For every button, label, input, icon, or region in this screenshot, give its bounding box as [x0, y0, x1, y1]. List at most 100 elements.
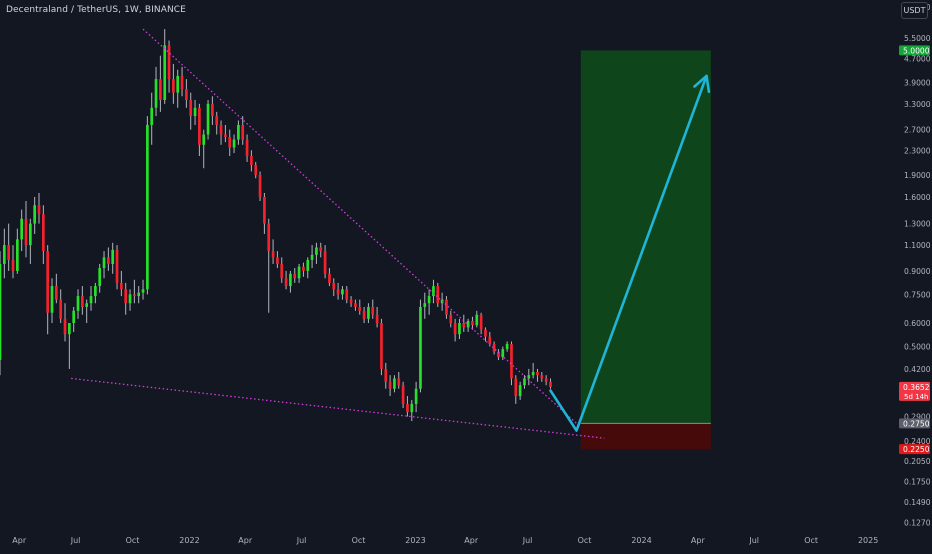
candle-up: [154, 79, 158, 108]
candle-down: [224, 134, 227, 137]
candle-down: [258, 174, 262, 197]
candle-up: [163, 45, 167, 101]
candle-up: [310, 254, 314, 260]
price-tick-label: 0.1490: [904, 498, 931, 507]
time-tick-label: 2023: [405, 536, 425, 545]
price-tick-label: 1.3000: [904, 220, 931, 229]
price-tick-label: 0.2900: [904, 413, 931, 422]
candle-down: [115, 249, 119, 283]
candle-down: [332, 282, 336, 290]
candle-up: [98, 268, 102, 287]
price-tick-label: 0.7500: [904, 290, 931, 299]
candle-down: [445, 299, 448, 315]
candle-down: [349, 299, 353, 304]
candle-down: [406, 403, 409, 413]
candle-down: [510, 343, 513, 379]
candle-up: [475, 314, 479, 326]
target-badge: [899, 45, 930, 56]
price-tick-label: 0.2400: [904, 437, 931, 446]
price-tick-label: 0.2050: [904, 457, 931, 466]
candle-down: [319, 247, 323, 252]
candle-up: [94, 286, 97, 297]
candle-down: [345, 289, 349, 300]
candle-down: [453, 323, 457, 335]
time-tick-label: Apr: [12, 536, 27, 545]
candle-up: [367, 306, 370, 319]
candle-up: [20, 218, 24, 240]
candle-down: [250, 155, 253, 166]
candle-down: [536, 372, 539, 376]
candle-up: [137, 292, 141, 297]
candle-up: [206, 103, 210, 135]
candle-up: [0, 263, 2, 361]
time-tick-label: Jul: [70, 536, 81, 545]
candle-up: [76, 296, 80, 311]
price-tick-label: 1.6000: [904, 193, 931, 202]
candle-down: [328, 273, 331, 283]
candle-up: [150, 107, 154, 125]
stop-badge: [899, 444, 930, 455]
candle-down: [479, 314, 483, 330]
candle-up: [202, 134, 206, 145]
candle-up: [527, 375, 531, 379]
entry-badge-label: 0.2750: [903, 419, 930, 428]
currency-button[interactable]: USDT: [901, 2, 928, 19]
candle-down: [354, 303, 357, 307]
candle-down: [276, 257, 279, 264]
candle-down: [384, 368, 388, 382]
time-tick-label: Jul: [296, 536, 307, 545]
time-tick-label: Oct: [804, 536, 818, 545]
upper-trendline: [142, 28, 577, 424]
candle-down: [185, 89, 188, 101]
time-tick-label: 2022: [179, 536, 199, 545]
price-tick-label: 2.3000: [904, 146, 931, 155]
time-tick-label: Oct: [578, 536, 592, 545]
time-tick-label: 2024: [631, 536, 651, 545]
candle-up: [518, 385, 522, 397]
candle-down: [293, 273, 297, 279]
price-tick-label: 0.5000: [904, 342, 931, 351]
candle-up: [427, 296, 431, 304]
candle-down: [514, 378, 518, 397]
candle-up: [68, 323, 71, 335]
candle-down: [401, 385, 405, 404]
price-tick-label: 5.5000: [904, 34, 931, 43]
candle-down: [544, 378, 548, 382]
time-tick-label: Oct: [126, 536, 140, 545]
candle-down: [375, 314, 379, 324]
candle-down: [24, 218, 28, 246]
candle-down: [63, 318, 67, 335]
price-tick-label: 0.4200: [904, 365, 931, 374]
candle-up: [193, 107, 197, 117]
candle-up: [414, 388, 418, 404]
candle-down: [484, 329, 487, 337]
candle-up: [33, 205, 37, 224]
candle-down: [46, 251, 50, 313]
lower-trendline: [71, 377, 605, 439]
projection-arrow: [549, 74, 708, 432]
candle-down: [133, 294, 136, 297]
candle-up: [531, 372, 535, 376]
candle-up: [89, 296, 93, 304]
candle-down: [284, 278, 288, 287]
candle-down: [267, 223, 271, 252]
time-tick-label: Apr: [464, 536, 479, 545]
price-tick-label: 3.3000: [904, 100, 931, 109]
candle-down: [436, 286, 440, 304]
candle-up: [176, 75, 180, 93]
candle-up: [102, 257, 106, 269]
candle-down: [271, 251, 275, 258]
candle-up: [141, 289, 145, 293]
candle-down: [172, 79, 175, 93]
candle-up: [50, 286, 54, 313]
candle-down: [81, 296, 84, 307]
candle-up: [505, 343, 509, 350]
candle-down: [254, 165, 258, 175]
entry-badge: [899, 418, 930, 429]
candle-down: [462, 323, 466, 328]
candle-down: [471, 320, 474, 326]
candle-up: [458, 323, 461, 335]
symbol-title[interactable]: Decentraland / TetherUS, 1W, BINANCE: [6, 5, 186, 15]
